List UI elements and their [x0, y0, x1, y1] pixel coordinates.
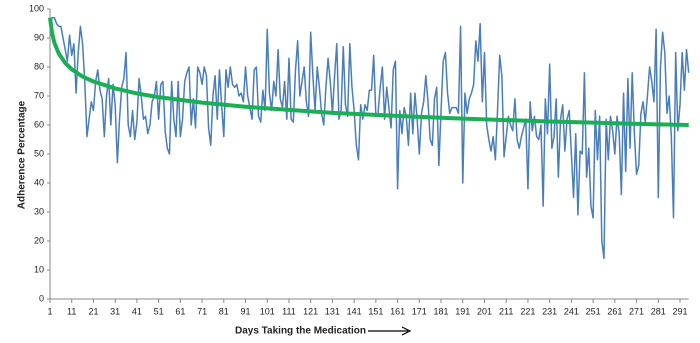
y-tick-label: 60	[34, 119, 44, 129]
x-tick-label: 51	[154, 306, 164, 316]
x-tick-label: 251	[586, 306, 601, 316]
x-tick-label: 141	[347, 306, 362, 316]
x-tick-label: 41	[132, 306, 142, 316]
x-tick-label: 121	[303, 306, 318, 316]
x-tick-label: 71	[197, 306, 207, 316]
x-axis-title: Days Taking the Medication	[235, 326, 366, 337]
y-tick-label: 20	[34, 235, 44, 245]
x-tick-label: 161	[390, 306, 405, 316]
x-tick-label: 241	[564, 306, 579, 316]
series-line	[48, 17, 689, 127]
x-tick-label: 221	[520, 306, 535, 316]
x-tick-label: 131	[325, 306, 340, 316]
x-tick-label: 281	[651, 306, 666, 316]
x-tick-label: 11	[67, 306, 76, 316]
x-tick-label: 61	[175, 306, 185, 316]
y-tick-label: 0	[39, 293, 44, 303]
x-tick-label: 191	[455, 306, 470, 316]
y-tick-label: 80	[34, 61, 44, 71]
x-tick-label: 111	[282, 306, 296, 316]
y-tick-label: 90	[34, 32, 44, 42]
x-tick-label: 91	[241, 306, 251, 316]
x-tick-label: 151	[368, 306, 383, 316]
y-tick-label: 70	[34, 90, 44, 100]
y-tick-label: 10	[34, 264, 44, 274]
x-tick-label: 291	[672, 306, 687, 316]
x-tick-label: 271	[629, 306, 644, 316]
x-tick-label: 201	[477, 306, 492, 316]
x-tick-label: 31	[110, 306, 120, 316]
y-tick-label: 40	[34, 177, 44, 187]
x-tick-label: 21	[88, 306, 98, 316]
y-tick-label: 100	[29, 3, 44, 13]
x-tick-label: 81	[219, 306, 229, 316]
y-tick-label: 50	[34, 148, 44, 158]
y-tick-label: 30	[34, 206, 44, 216]
arrow-head	[401, 326, 412, 336]
x-tick-label: 211	[499, 306, 513, 316]
x-tick-label: 181	[434, 306, 449, 316]
y-axis-title: Adherence Percentage	[17, 100, 28, 209]
x-tick-label: 261	[607, 306, 622, 316]
x-tick-label: 1	[47, 306, 52, 316]
x-tick-label: 101	[260, 306, 275, 316]
x-tick-label: 171	[412, 306, 427, 316]
series-line	[49, 16, 690, 260]
x-tick-label: 231	[542, 306, 557, 316]
